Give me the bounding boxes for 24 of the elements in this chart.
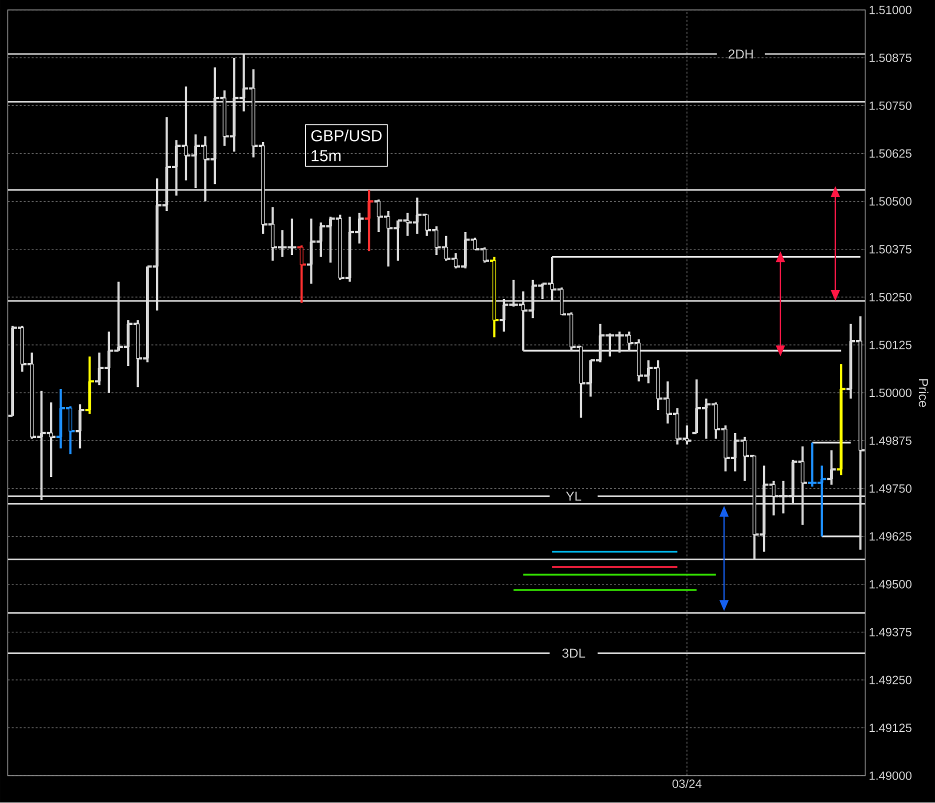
- y-tick-label: 1.50750: [870, 102, 912, 110]
- annotation: GBP/USD: [311, 130, 382, 142]
- y-tick-label: 1.49125: [870, 724, 912, 732]
- y-tick-label: 1.50375: [870, 245, 912, 254]
- y-tick-label: 1.50875: [870, 54, 912, 62]
- annotation: 15m: [312, 150, 341, 162]
- y-tick-label: 1.49750: [870, 484, 912, 493]
- ref-line-label: 3DL: [562, 648, 586, 658]
- y-tick-label: 1.49375: [870, 628, 912, 637]
- y-tick-label: 1.49000: [870, 772, 912, 780]
- y-tick-label: 1.50125: [870, 340, 912, 350]
- y-tick-label: 1.50500: [870, 197, 912, 206]
- y-tick-label: 1.49625: [870, 532, 912, 541]
- ref-line-label: YL: [566, 492, 582, 501]
- y-axis-title: Price: [918, 379, 928, 408]
- y-tick-label: 1.49500: [870, 580, 912, 589]
- y-tick-label: 1.49875: [870, 436, 912, 446]
- y-tick-label: 1.49250: [870, 676, 912, 684]
- y-tick-label: 1.50625: [870, 149, 912, 158]
- y-tick-label: 1.50250: [870, 293, 912, 302]
- y-tick-label: 1.50000: [870, 388, 912, 398]
- ref-line-label: 2DH: [728, 50, 753, 59]
- x-tick-label: 03/24: [672, 779, 702, 788]
- y-tick-label: 1.51000: [870, 6, 912, 14]
